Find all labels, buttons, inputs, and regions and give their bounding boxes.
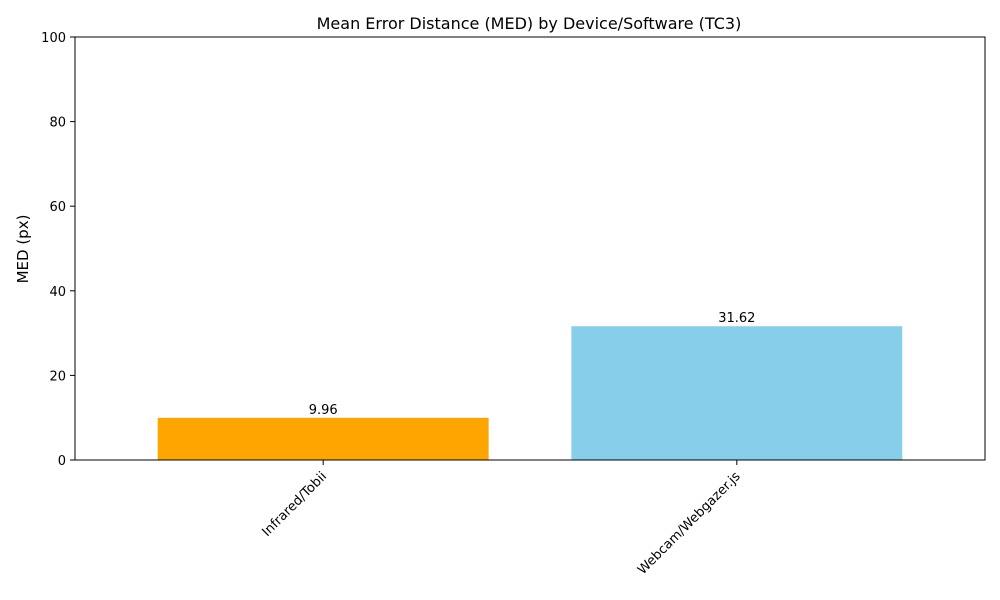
bar-value-label: 31.62 <box>718 311 755 326</box>
x-tick-label: Infrared/Tobii <box>259 469 330 540</box>
bars-group: 9.96 31.62 <box>157 311 903 460</box>
y-tick-label: 40 <box>49 285 66 300</box>
y-axis-ticks: 0 20 40 60 80 100 <box>41 31 75 469</box>
bar <box>157 417 489 460</box>
y-tick-label: 60 <box>49 200 66 215</box>
y-tick-label: 0 <box>58 454 66 469</box>
bar-value-label: 9.96 <box>309 403 338 418</box>
plot-frame <box>74 36 986 461</box>
x-tick-label: Webcam/Webgazer.js <box>635 469 744 578</box>
x-axis-ticks: Infrared/Tobii Webcam/Webgazer.js <box>259 460 744 578</box>
bar <box>571 326 903 460</box>
chart-title: Mean Error Distance (MED) by Device/Soft… <box>317 14 742 33</box>
y-tick-label: 20 <box>49 369 66 384</box>
y-tick-label: 80 <box>49 116 66 131</box>
y-axis-label: MED (px) <box>14 215 32 284</box>
y-tick-label: 100 <box>41 31 66 46</box>
